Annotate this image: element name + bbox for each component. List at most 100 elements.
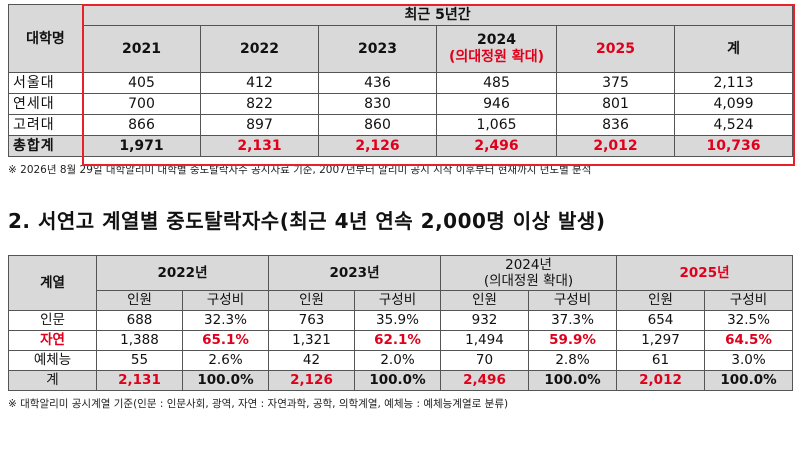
table-cell: 70 xyxy=(440,350,529,371)
total-label: 계 xyxy=(8,370,97,391)
table-row: 예체능 55 2.6% 42 2.0% 70 2.8% 61 3.0% xyxy=(8,350,794,371)
table-row: 서울대 405 412 436 485 375 2,113 xyxy=(8,72,794,94)
row-label: 예체능 xyxy=(8,350,97,371)
total-cell: 2,496 xyxy=(436,135,557,157)
table-row: 연세대 700 822 830 946 801 4,099 xyxy=(8,93,794,115)
table-cell: 65.1% xyxy=(182,330,269,351)
subheader-count: 인원 xyxy=(616,290,706,311)
table-cell: 700 xyxy=(82,93,201,115)
row-label: 서울대 xyxy=(8,72,83,94)
source-note: ※ 2026년 8월 29일 대학알리미 대학별 중도탈락자수 공시자료 기준,… xyxy=(8,164,592,176)
subheader-count: 인원 xyxy=(268,290,355,311)
table-cell: 375 xyxy=(556,72,675,94)
total-cell: 100.0% xyxy=(182,370,269,391)
header-year-2022: 2022년 xyxy=(96,255,269,291)
subheader-ratio: 구성비 xyxy=(354,290,441,311)
header-year-2021: 2021 xyxy=(82,25,201,73)
header-total: 계 xyxy=(673,25,794,73)
table-cell: 822 xyxy=(200,93,319,115)
header-year-2025: 2025년 xyxy=(616,255,794,291)
dropout-by-field-table: 계열 2022년 2023년 2024년 (의대정원 확대) 2025년 인원 … xyxy=(8,255,794,391)
table-cell: 654 xyxy=(616,310,706,331)
table-cell: 1,297 xyxy=(616,330,706,351)
header-recent-5-years: 최근 5년간 xyxy=(81,4,794,26)
document: 대학명 최근 5년간 2021 2022 2023 2024 (의대정원 확대)… xyxy=(8,4,795,411)
table-cell: 62.1% xyxy=(354,330,441,351)
table-cell: 866 xyxy=(82,114,201,136)
total-cell: 2,126 xyxy=(318,135,437,157)
table-cell: 897 xyxy=(200,114,319,136)
table-cell: 836 xyxy=(556,114,675,136)
row-label: 고려대 xyxy=(8,114,83,136)
total-cell: 2,012 xyxy=(556,135,675,157)
table-cell: 2.8% xyxy=(527,350,618,371)
table-cell: 1,321 xyxy=(268,330,355,351)
classification-note: ※ 대학알리미 공시계열 기준(인문 : 인문사회, 광역, 자연 : 자연과학… xyxy=(8,398,509,410)
header-field: 계열 xyxy=(8,255,97,311)
table-cell: 1,388 xyxy=(96,330,183,351)
year-2024-label: 2024년 xyxy=(505,257,552,273)
total-cell: 2,496 xyxy=(440,370,529,391)
table-cell: 32.5% xyxy=(704,310,794,331)
row-label: 자연 xyxy=(8,330,97,351)
table-cell: 946 xyxy=(436,93,557,115)
table-cell: 801 xyxy=(556,93,675,115)
table-cell: 1,494 xyxy=(440,330,529,351)
table-cell: 405 xyxy=(82,72,201,94)
subheader-ratio: 구성비 xyxy=(704,290,794,311)
table-row: 인문 688 32.3% 763 35.9% 932 37.3% 654 32.… xyxy=(8,310,794,331)
total-cell: 2,012 xyxy=(616,370,706,391)
total-row: 계 2,131 100.0% 2,126 100.0% 2,496 100.0%… xyxy=(8,370,794,391)
section-title: 2. 서연고 계열별 중도탈락자수(최근 4년 연속 2,000명 이상 발생) xyxy=(8,209,606,233)
table-cell: 32.3% xyxy=(182,310,269,331)
table-cell: 4,524 xyxy=(673,114,794,136)
row-label: 인문 xyxy=(8,310,97,331)
year-2024-label: 2024 xyxy=(477,32,516,48)
subheader-ratio: 구성비 xyxy=(527,290,618,311)
total-label: 총합계 xyxy=(8,135,83,157)
header-year-2023: 2023년 xyxy=(268,255,441,291)
subheader-count: 인원 xyxy=(96,290,183,311)
table-cell: 2,113 xyxy=(673,72,794,94)
total-cell: 100.0% xyxy=(704,370,794,391)
table-cell: 61 xyxy=(616,350,706,371)
header-year-2024: 2024년 (의대정원 확대) xyxy=(439,255,618,291)
table-cell: 1,065 xyxy=(436,114,557,136)
year-2024-note: (의대정원 확대) xyxy=(483,273,574,289)
header-year-2022: 2022 xyxy=(200,25,319,73)
total-cell: 100.0% xyxy=(527,370,618,391)
year-2024-note: (의대정원 확대) xyxy=(449,49,544,65)
table-cell: 55 xyxy=(96,350,183,371)
table-cell: 37.3% xyxy=(527,310,618,331)
table-cell: 4,099 xyxy=(673,93,794,115)
table-cell: 485 xyxy=(436,72,557,94)
header-university: 대학명 xyxy=(8,4,83,73)
table-cell: 35.9% xyxy=(354,310,441,331)
table-cell: 436 xyxy=(318,72,437,94)
total-cell: 2,126 xyxy=(268,370,355,391)
table-cell: 860 xyxy=(318,114,437,136)
table-cell: 830 xyxy=(318,93,437,115)
table-cell: 64.5% xyxy=(704,330,794,351)
table-cell: 2.0% xyxy=(354,350,441,371)
total-cell: 2,131 xyxy=(200,135,319,157)
total-cell: 10,736 xyxy=(673,135,794,157)
row-label: 연세대 xyxy=(8,93,83,115)
total-cell: 100.0% xyxy=(354,370,441,391)
table-cell: 763 xyxy=(268,310,355,331)
table-cell: 42 xyxy=(268,350,355,371)
table-cell: 688 xyxy=(96,310,183,331)
header-year-2023: 2023 xyxy=(318,25,437,73)
subheader-count: 인원 xyxy=(440,290,529,311)
header-year-2024: 2024 (의대정원 확대) xyxy=(436,25,557,73)
table-row: 자연 1,388 65.1% 1,321 62.1% 1,494 59.9% 1… xyxy=(8,330,794,351)
table-cell: 932 xyxy=(440,310,529,331)
table-cell: 412 xyxy=(200,72,319,94)
header-year-2025: 2025 xyxy=(556,25,675,73)
table-cell: 59.9% xyxy=(527,330,618,351)
total-row: 총합계 1,971 2,131 2,126 2,496 2,012 10,736 xyxy=(8,135,794,157)
dropout-by-university-table: 대학명 최근 5년간 2021 2022 2023 2024 (의대정원 확대)… xyxy=(8,4,795,166)
table-cell: 2.6% xyxy=(182,350,269,371)
total-cell: 1,971 xyxy=(82,135,201,157)
table-row: 고려대 866 897 860 1,065 836 4,524 xyxy=(8,114,794,136)
